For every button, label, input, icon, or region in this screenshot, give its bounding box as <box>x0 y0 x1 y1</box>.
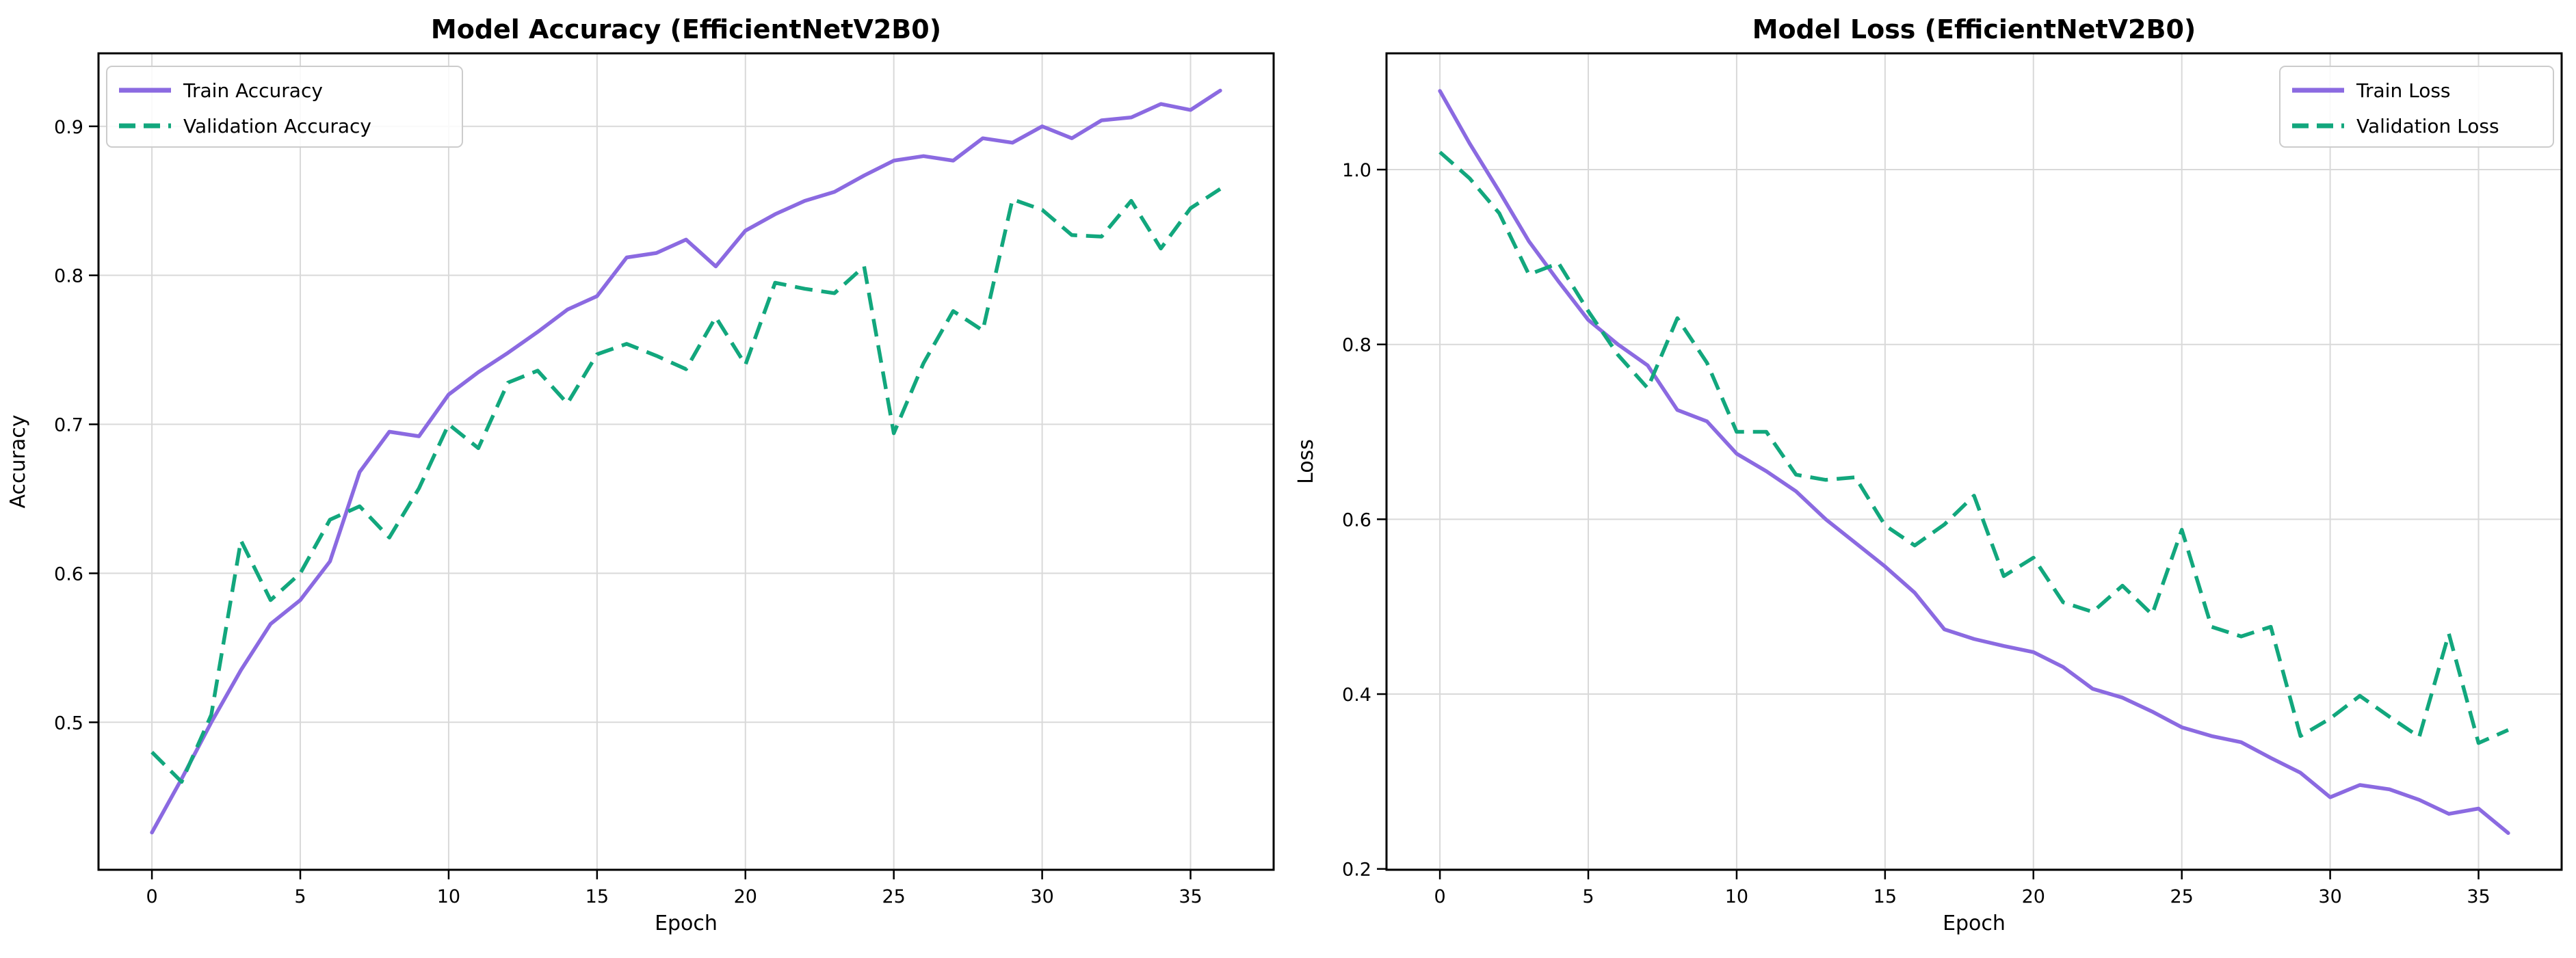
x-tick-label: 0 <box>146 886 157 907</box>
x-tick-label: 20 <box>2022 886 2045 907</box>
train-loss-line <box>1438 89 2510 836</box>
legend-label: Validation Accuracy <box>183 115 371 137</box>
legend-label: Train Loss <box>2356 79 2451 102</box>
x-tick-label: 35 <box>1179 886 1202 907</box>
y-tick-label: 0.5 <box>54 713 83 734</box>
chart-title: Model Loss (EfficientNetV2B0) <box>1752 14 2196 44</box>
validation-loss-line <box>1438 150 2510 745</box>
y-tick-label: 0.7 <box>54 415 83 436</box>
x-axis-label: Epoch <box>1943 912 2006 935</box>
plot-background <box>0 0 1288 958</box>
x-tick-label: 5 <box>1582 886 1594 907</box>
legend-label: Validation Loss <box>2356 115 2499 137</box>
axes-spines <box>97 52 1275 871</box>
y-tick-label: 0.4 <box>1342 684 1371 706</box>
axes-spines <box>1385 52 2563 871</box>
accuracy-chart: 0 5 10 15 20 25 30 35 0.5 0.6 0.7 0.8 0.9 Model Accur… <box>0 0 1288 958</box>
x-tick-label: 30 <box>1030 886 1053 907</box>
loss-chart: 0 5 10 15 20 25 30 35 0.2 0.4 0.6 0.8 1.0 Model Loss … <box>1288 0 2576 958</box>
x-tick-label: 5 <box>294 886 306 907</box>
x-tick-label: 25 <box>2170 886 2194 907</box>
chart-title: Model Accuracy (EfficientNetV2B0) <box>431 14 941 44</box>
legend-box <box>2279 66 2554 148</box>
legend: Train Loss Validation Loss <box>2279 66 2554 148</box>
plot-background <box>1288 0 2576 958</box>
legend-box <box>106 66 463 148</box>
loss-chart-panel: 0 5 10 15 20 25 30 35 0.2 0.4 0.6 0.8 1.0 Model Loss … <box>1288 0 2576 958</box>
x-tick-label: 15 <box>1874 886 1897 907</box>
validation-accuracy-line <box>150 187 1222 784</box>
x-tick-label: 10 <box>437 886 460 907</box>
train-accuracy-line <box>150 88 1222 835</box>
y-tick-label: 0.8 <box>54 266 83 287</box>
x-tick-label: 30 <box>2318 886 2341 907</box>
y-tick-label: 0.6 <box>54 563 83 585</box>
x-tick-label: 25 <box>882 886 906 907</box>
x-tick-label: 15 <box>586 886 609 907</box>
x-tick-label: 20 <box>734 886 757 907</box>
x-tick-label: 35 <box>2467 886 2490 907</box>
y-tick-label: 0.2 <box>1342 860 1371 881</box>
x-tick-label: 0 <box>1434 886 1445 907</box>
accuracy-chart-panel: 0 5 10 15 20 25 30 35 0.5 0.6 0.7 0.8 0.9 Model Accur… <box>0 0 1288 958</box>
y-tick-label: 1.0 <box>1342 160 1371 181</box>
y-axis-label: Accuracy <box>6 415 30 509</box>
legend: Train Accuracy Validation Accuracy <box>106 66 463 148</box>
x-axis-label: Epoch <box>655 912 718 935</box>
y-tick-label: 0.8 <box>1342 335 1371 356</box>
y-tick-label: 0.6 <box>1342 509 1371 531</box>
y-tick-label: 0.9 <box>54 117 83 138</box>
legend-label: Train Accuracy <box>183 79 323 102</box>
x-tick-label: 10 <box>1725 886 1748 907</box>
y-axis-label: Loss <box>1294 439 1318 484</box>
